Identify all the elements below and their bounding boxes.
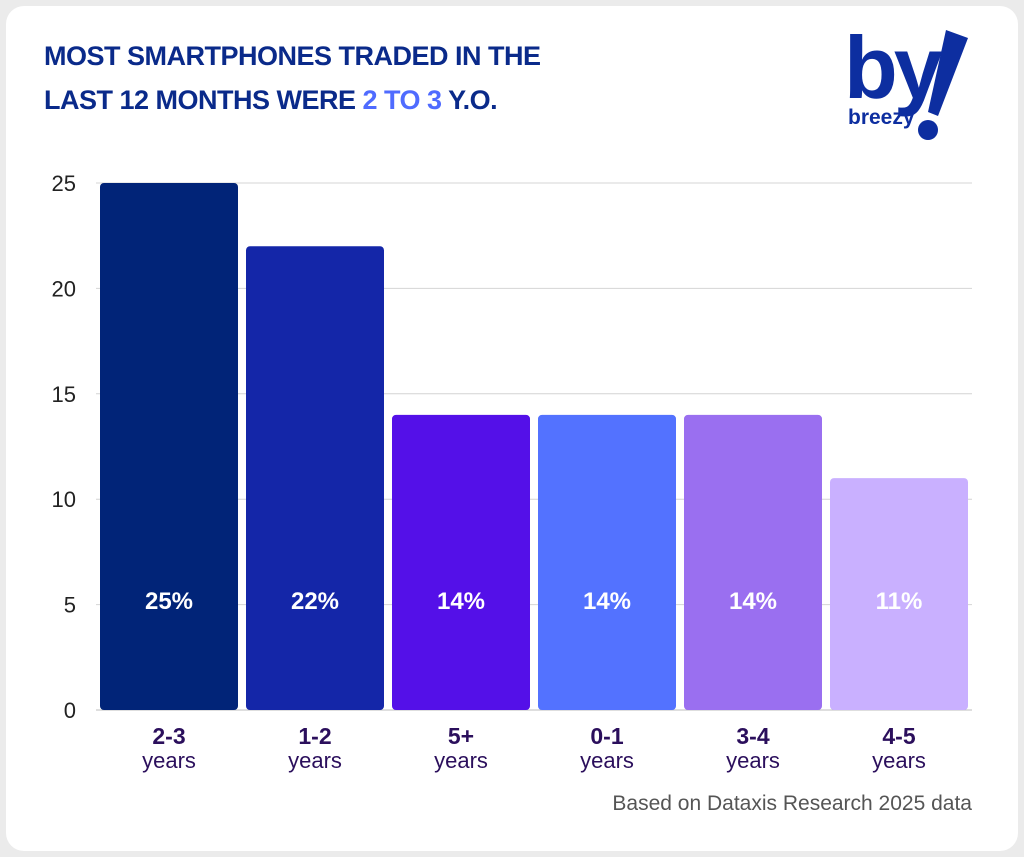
x-tick-label: 3-4 bbox=[736, 723, 769, 749]
x-axis: 2-3years1-2years5+years0-1years3-4years4… bbox=[142, 723, 926, 773]
data-label: 14% bbox=[583, 588, 631, 615]
title-line-2-suffix: Y.O. bbox=[441, 85, 498, 115]
x-tick-label: 0-1 bbox=[590, 723, 623, 749]
y-tick-label: 0 bbox=[64, 698, 76, 723]
x-tick-sublabel: years bbox=[434, 748, 488, 773]
x-tick-label: 4-5 bbox=[882, 723, 915, 749]
x-tick-sublabel: years bbox=[142, 748, 196, 773]
logo-mark: by bbox=[844, 24, 943, 117]
bar-4-5 bbox=[830, 478, 968, 710]
y-tick-label: 5 bbox=[64, 593, 76, 618]
title-highlight: 2 TO 3 bbox=[362, 85, 443, 115]
y-tick-label: 10 bbox=[52, 487, 76, 512]
bar-5+ bbox=[392, 414, 530, 710]
gridlines bbox=[96, 182, 972, 711]
chart-title: MOST SMARTPHONES TRADED IN THE LAST 12 M… bbox=[44, 34, 541, 122]
breezy-logo: by breezy bbox=[844, 24, 968, 140]
source-note: Based on Dataxis Research 2025 data bbox=[612, 792, 972, 815]
data-label: 11% bbox=[876, 588, 923, 615]
data-labels: 25% 22% 14% 14% 14% 11% bbox=[145, 588, 922, 615]
x-tick-sublabel: years bbox=[288, 748, 342, 773]
x-tick-sublabel: years bbox=[726, 748, 780, 773]
x-tick-label: 2-3 bbox=[152, 723, 185, 749]
x-tick-label: 1-2 bbox=[298, 723, 331, 749]
x-tick-sublabel: years bbox=[580, 748, 634, 773]
title-line-2-prefix: LAST 12 MONTHS WERE bbox=[44, 85, 363, 115]
x-tick-label: 5+ bbox=[448, 723, 474, 749]
bar-3-4 bbox=[684, 414, 822, 710]
data-label: 14% bbox=[729, 588, 777, 615]
bars bbox=[100, 183, 968, 711]
logo-exclamation-stroke bbox=[928, 30, 968, 116]
y-tick-label: 20 bbox=[52, 276, 76, 301]
data-label: 14% bbox=[437, 588, 485, 615]
bar-0-1 bbox=[538, 414, 676, 710]
title-line-1: MOST SMARTPHONES TRADED IN THE bbox=[44, 41, 541, 71]
x-tick-sublabel: years bbox=[872, 748, 926, 773]
data-label: 22% bbox=[291, 588, 339, 615]
data-label: 25% bbox=[145, 588, 193, 615]
y-tick-label: 15 bbox=[52, 382, 76, 407]
logo-wordmark: breezy bbox=[848, 106, 915, 129]
logo-exclamation-dot bbox=[918, 120, 938, 140]
y-axis: 0 5 10 15 20 25 bbox=[52, 171, 76, 723]
bar-1-2 bbox=[246, 246, 384, 711]
bar-2-3 bbox=[100, 183, 238, 710]
y-tick-label: 25 bbox=[52, 171, 76, 196]
